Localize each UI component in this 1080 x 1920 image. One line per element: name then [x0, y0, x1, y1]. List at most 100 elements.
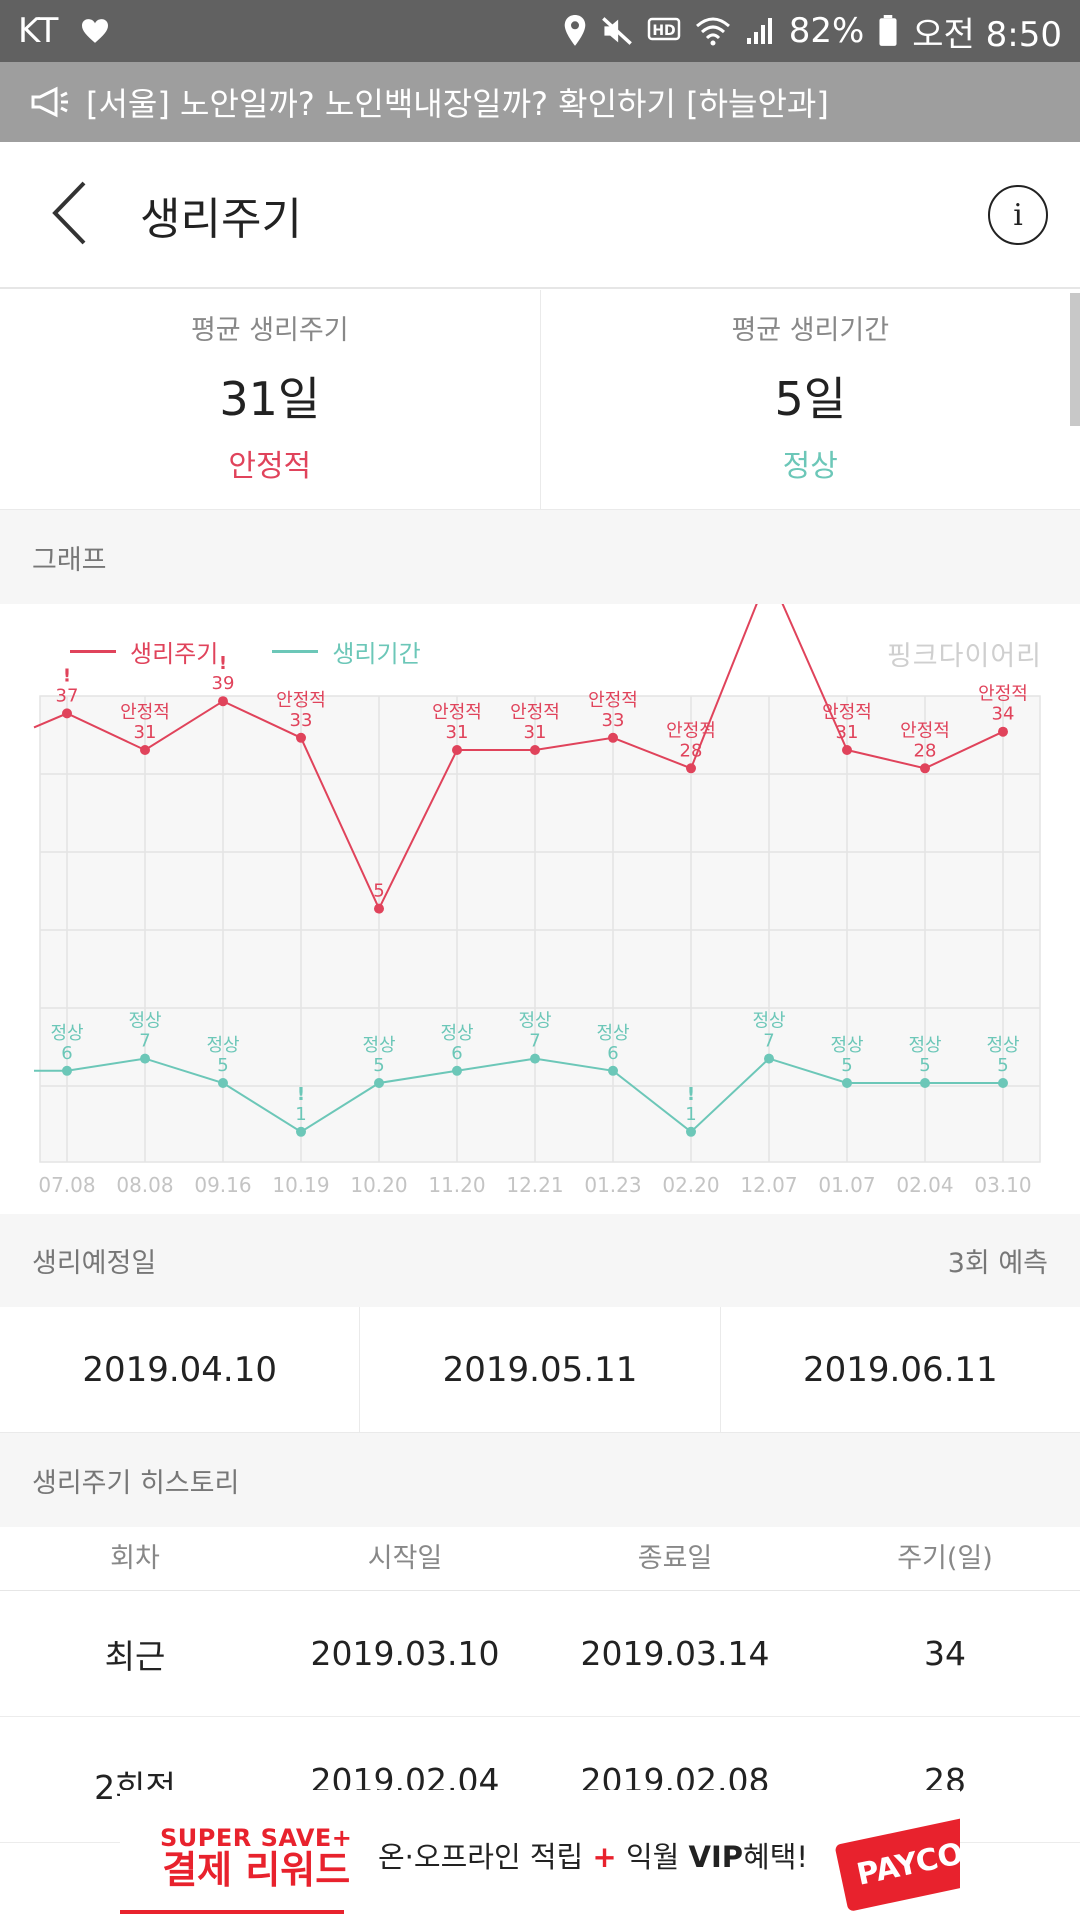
predicted-date-2: 2019.05.11: [359, 1307, 719, 1432]
status-label: 안정적: [510, 702, 560, 723]
data-label: 5: [217, 1055, 228, 1076]
series-line-cycle: [33, 604, 1004, 911]
data-point: [998, 1078, 1008, 1088]
x-tick-label: 12.07: [740, 1173, 797, 1197]
ad-brand: SUPER SAVE+ 결제 리워드: [160, 1824, 353, 1891]
clock: 오전 8:50: [912, 14, 1062, 55]
history-title: 생리주기 히스토리: [32, 1467, 240, 1499]
status-bar: KT HD 82% 오전 8:50: [0, 0, 1080, 62]
ad-brand-line1: SUPER SAVE+: [160, 1824, 353, 1852]
plot-area: [39, 695, 1041, 1163]
data-point: [608, 1065, 618, 1076]
page-title: 생리주기: [140, 193, 302, 245]
legend-swatch-period: [272, 650, 319, 653]
ad-copy-c: VIP: [688, 1840, 744, 1874]
info-button[interactable]: i: [988, 185, 1048, 245]
carrier: KT: [18, 11, 59, 51]
data-point: [530, 1053, 540, 1064]
status-label: 안정적: [900, 720, 950, 741]
notice-banner[interactable]: [서울] 노안일까? 노인백내장일까? 확인하기 [하늘안과]: [0, 62, 1080, 142]
status-label: 안정적: [432, 702, 482, 723]
legend-label-cycle: 생리주기: [130, 640, 219, 668]
data-point: [452, 745, 462, 755]
data-label: 5: [373, 881, 384, 902]
cell-end: 2019.03.14: [580, 1634, 770, 1673]
x-tick-label: 09.16: [194, 1173, 251, 1197]
ad-copy-b: 익월: [625, 1840, 680, 1874]
legend-label-period: 생리기간: [332, 640, 421, 668]
line-chart[interactable]: 37!31안정적39!33안정적531안정적31안정적33안정적28안정적60!…: [0, 604, 1080, 1214]
status-label: 안정적: [276, 690, 326, 711]
data-label: 1: [295, 1104, 306, 1125]
legend-swatch-cycle: [70, 650, 116, 653]
col-cycle: 주기(일): [897, 1543, 993, 1574]
data-point: [296, 732, 306, 743]
back-chevron-icon: [50, 180, 90, 250]
x-tick-label: 02.20: [662, 1173, 719, 1197]
status-label: !: [297, 1084, 305, 1105]
data-point: [452, 1065, 462, 1076]
status-label: 정상: [596, 1023, 629, 1044]
data-label: 39: [212, 673, 235, 694]
hd-icon: HD: [647, 17, 681, 45]
app-bar: 생리주기 i: [0, 142, 1080, 289]
back-button[interactable]: [0, 141, 140, 288]
graph-section-title: 그래프: [32, 544, 107, 576]
signal-icon: [745, 16, 775, 46]
status-label: 정상: [908, 1035, 941, 1056]
status-label: 정상: [830, 1035, 863, 1056]
graph-panel: 생리주기 생리기간 핑크다이어리 37! 31 안정적 39! 33 안정적 5 31 안정적 3…: [0, 604, 1080, 1214]
table-row[interactable]: 최근 2019.03.10 2019.03.14 34: [0, 1591, 1080, 1717]
scrollbar-thumb[interactable]: [1070, 293, 1080, 426]
ad-copy-d: 혜택!: [743, 1840, 809, 1874]
wifi-icon: [695, 16, 731, 46]
location-icon: [563, 15, 587, 47]
x-tick-label: 01.07: [818, 1173, 875, 1197]
info-icon: i: [1013, 197, 1023, 233]
data-point: [140, 1053, 150, 1064]
status-label: 안정적: [666, 720, 716, 741]
data-point: [920, 1078, 930, 1088]
legend-item-cycle: 생리주기: [70, 634, 218, 669]
status-label: 정상: [206, 1035, 239, 1056]
predicted-date-3: 2019.06.11: [719, 1307, 1080, 1432]
status-label: 안정적: [588, 690, 638, 711]
watermark-logo: 핑크다이어리: [886, 641, 1042, 672]
data-label: 31: [134, 722, 157, 743]
notice-text: [서울] 노안일까? 노인백내장일까? 확인하기 [하늘안과]: [86, 85, 829, 123]
data-label: 6: [607, 1043, 618, 1064]
payco-logo: PAYCO: [834, 1816, 960, 1912]
status-label: 정상: [986, 1035, 1019, 1056]
ad-banner[interactable]: SUPER SAVE+ 결제 리워드 온·오프라인 적립 + 익월 VIP혜택!…: [120, 1790, 960, 1920]
data-point: [218, 1078, 228, 1088]
data-point: [764, 1053, 774, 1064]
x-tick-label: 10.19: [272, 1173, 329, 1197]
avg-cycle-status: 안정적: [228, 449, 312, 484]
data-label: 1: [685, 1104, 696, 1125]
graph-section-header: 그래프: [0, 510, 1080, 604]
data-point: [530, 745, 540, 755]
legend-item-period: 생리기간: [272, 634, 421, 669]
data-point: [218, 696, 228, 707]
data-point: [374, 1078, 384, 1088]
status-label: 안정적: [978, 684, 1028, 705]
data-label: 5: [373, 1055, 384, 1076]
data-point: [842, 1078, 852, 1088]
data-point: [998, 726, 1008, 737]
data-label: 37: [56, 685, 79, 706]
avg-cycle-label: 평균 생리주기: [190, 315, 349, 346]
prediction-count: 3회 예측: [947, 1248, 1048, 1279]
status-label: 정상: [50, 1023, 83, 1044]
status-label: !: [63, 665, 71, 686]
prediction-title: 생리예정일: [32, 1248, 157, 1279]
history-section-header: 생리주기 히스토리: [0, 1433, 1080, 1527]
data-label: 6: [451, 1043, 462, 1064]
heart-icon: [80, 18, 110, 44]
data-label: 5: [841, 1055, 852, 1076]
status-label: 안정적: [822, 702, 872, 723]
ad-copy: 온·오프라인 적립 + 익월 VIP혜택!: [378, 1834, 808, 1876]
status-label: 정상: [518, 1011, 551, 1032]
data-label: 28: [914, 740, 937, 761]
status-label: !: [687, 1084, 695, 1105]
x-tick-label: 03.10: [974, 1173, 1031, 1197]
